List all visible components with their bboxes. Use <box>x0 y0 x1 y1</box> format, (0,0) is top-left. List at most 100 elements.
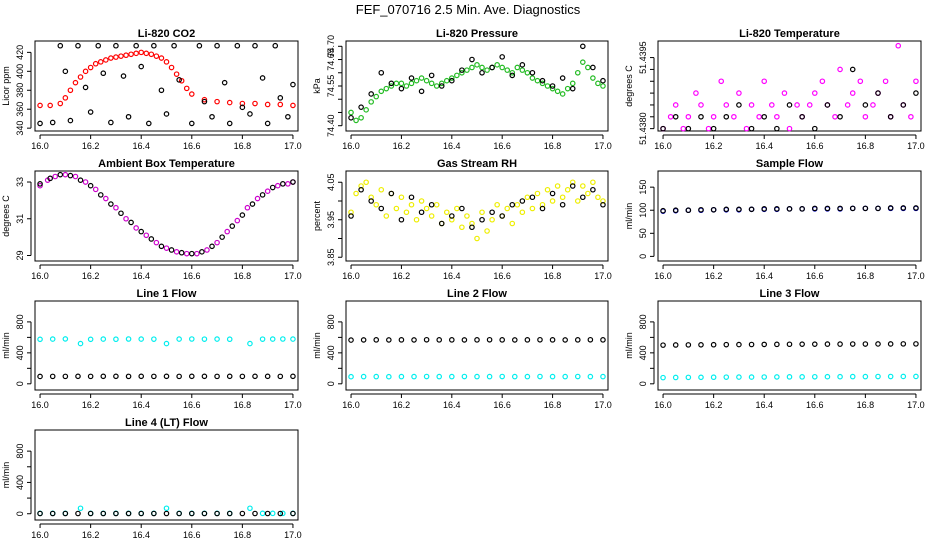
li820-co2-point <box>92 60 99 67</box>
ambient-box-temperature-ylabel: degrees C <box>1 195 11 237</box>
sample-flow-panel: Sample Flow ml/min 16.0 16.2 16.4 16.6 16.8 17.… <box>624 158 925 281</box>
li820-pressure-point <box>524 69 531 76</box>
li820-temperature-point <box>832 113 838 120</box>
line1-flow-point <box>264 373 271 380</box>
line1-flow-point <box>163 340 170 347</box>
ambient-box-temperature-point <box>67 172 74 179</box>
line2-flow-point <box>411 337 417 343</box>
li820-temperature-point <box>774 113 780 120</box>
li820-temperature-point <box>680 125 687 132</box>
line2-flow-point <box>423 336 430 343</box>
sample-flow-point <box>811 205 818 212</box>
line4-lt-flow-xtick-label: 16.4 <box>132 530 150 540</box>
li820-pressure-point <box>428 72 435 79</box>
li820-co2-point <box>214 42 220 49</box>
li820-temperature-point <box>705 125 712 132</box>
ambient-box-temperature-point <box>269 184 276 191</box>
ambient-box-temperature-point <box>103 195 109 202</box>
li820-pressure-point <box>600 77 606 84</box>
gas-stream-rh-point <box>469 220 475 227</box>
line4-lt-flow-point <box>163 510 170 517</box>
line3-flow-point <box>685 374 692 381</box>
gas-stream-rh-point <box>559 194 566 201</box>
li820-pressure-point <box>489 64 495 71</box>
li820-temperature-point <box>685 113 692 120</box>
li820-co2-point <box>67 117 74 124</box>
line1-flow-point <box>290 373 296 380</box>
gas-stream-rh-point <box>539 205 546 212</box>
line1-flow-title: Line 1 Flow <box>137 288 197 300</box>
li820-temperature-point <box>849 66 856 73</box>
li820-pressure-point <box>388 83 395 89</box>
li820-co2-title: Li-820 CO2 <box>138 28 195 40</box>
line1-flow-point <box>113 336 119 343</box>
li820-temperature-plot-frame <box>657 40 922 132</box>
li820-pressure-title: Li-820 Pressure <box>436 28 518 40</box>
li820-co2-point <box>82 84 89 91</box>
line4-lt-flow-point <box>214 510 220 517</box>
line1-flow-point <box>62 373 69 380</box>
li820-co2-xtick-label: 16.0 <box>31 141 49 151</box>
li820-co2-point <box>171 42 177 49</box>
line2-flow-point <box>474 337 480 343</box>
line2-flow-point <box>461 337 468 343</box>
li820-temperature-point <box>698 102 704 108</box>
li820-pressure-point <box>574 69 581 76</box>
line2-flow-ytick-label: 800 <box>326 314 336 329</box>
gas-stream-rh-point <box>464 213 470 219</box>
gas-stream-rh-point <box>529 205 536 212</box>
gas-stream-rh-point <box>408 194 415 201</box>
line3-flow-point <box>698 342 704 348</box>
line1-flow-series-1 <box>37 373 296 380</box>
line4-lt-flow-point <box>252 510 258 517</box>
line4-lt-flow-point <box>75 510 81 517</box>
line2-flow-xtick-label: 16.8 <box>544 400 562 410</box>
gas-stream-rh-point <box>580 194 586 201</box>
gas-stream-rh-point <box>569 179 576 186</box>
li820-temperature-xtick-label: 16.6 <box>806 141 824 151</box>
gas-stream-rh-point <box>403 209 410 216</box>
li820-co2-point <box>108 55 114 61</box>
line2-flow-xtick-label: 16.4 <box>443 400 461 410</box>
line3-flow-xtick-label: 17.0 <box>907 400 925 410</box>
sample-flow-point <box>685 207 692 214</box>
line1-flow-point <box>100 336 107 342</box>
sample-flow-point <box>786 206 793 212</box>
li820-co2-point <box>120 73 127 79</box>
li820-temperature-point <box>710 113 717 120</box>
gas-stream-rh-plot-frame <box>345 170 609 262</box>
line2-flow-point <box>587 336 594 343</box>
li820-co2-point <box>138 63 145 70</box>
sample-flow-point <box>824 205 831 212</box>
li820-pressure-ytick-label: 74.55 <box>326 75 336 98</box>
gas-stream-rh-point <box>388 190 395 197</box>
line4-lt-flow-xtick-label: 16.2 <box>82 530 100 540</box>
line1-flow-point <box>214 373 220 380</box>
line1-flow-xtick-label: 16.0 <box>31 400 49 410</box>
ambient-box-temperature-point <box>244 204 251 211</box>
li820-temperature-point <box>811 125 818 132</box>
line2-flow-point <box>600 373 606 380</box>
li820-co2-point <box>57 100 64 107</box>
line2-flow-point <box>499 337 505 343</box>
line2-flow-xtick-label: 16.6 <box>493 400 511 410</box>
li820-co2-point <box>247 111 253 117</box>
line1-flow-xtick-label: 16.6 <box>183 400 201 410</box>
line1-flow-point <box>252 373 258 380</box>
line2-flow-point <box>373 373 380 380</box>
li820-co2-point <box>252 100 258 107</box>
li820-co2-point <box>123 52 129 59</box>
line1-flow-point <box>37 373 43 380</box>
li820-co2-point <box>226 99 233 106</box>
gas-stream-rh-point <box>504 205 511 212</box>
gas-stream-rh-point <box>428 213 435 219</box>
li820-pressure-point <box>469 56 475 63</box>
panels-container: Li-820 CO2 Licor ppm 16.0 16.2 16.4 16.6 16.8 1… <box>1 28 925 540</box>
line3-flow-series-0 <box>660 373 919 381</box>
line2-flow-point <box>574 373 581 380</box>
ambient-box-temperature-point <box>183 250 190 257</box>
li820-co2-point <box>264 101 271 108</box>
li820-temperature-point <box>710 125 717 132</box>
li820-pressure-point <box>378 69 385 76</box>
ambient-box-temperature-series-1 <box>37 171 296 257</box>
